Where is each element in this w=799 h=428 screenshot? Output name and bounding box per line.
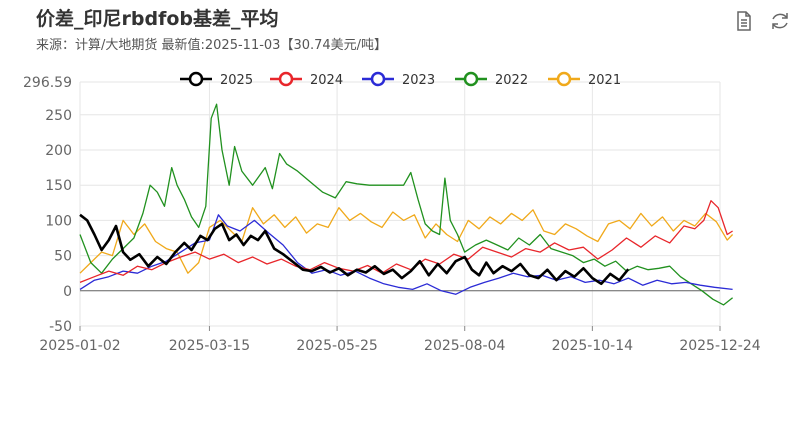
x-tick-label: 2025-03-15 [169,338,250,354]
x-tick-label: 2025-08-04 [424,338,505,354]
axes: 296.59 250 200 150 100 50 0 -50 2025-01-02 2025-0… [23,75,761,354]
legend-marker [188,71,204,87]
y-tick-label: 250 [45,108,72,124]
legend-label: 2021 [588,73,621,88]
y-tick-label: 200 [45,143,72,159]
series-line-2025 [79,213,630,286]
legend-label: 2025 [220,73,253,88]
series-line-2024 [79,200,733,284]
legend-item-2021[interactable]: 2021 [548,71,621,88]
x-tick-label: 2025-10-14 [552,338,633,354]
legend-label: 2022 [495,73,528,88]
legend-marker [556,71,572,87]
toolbox [733,10,791,32]
y-tick-label: 50 [54,249,72,265]
y-tick-label: 150 [45,178,72,194]
series-line-2023 [79,214,733,295]
series-group [79,103,734,306]
legend-label: 2023 [402,73,435,88]
y-tick-label: 100 [45,213,72,229]
refresh-icon[interactable] [769,10,791,32]
y-tick-label: 0 [63,284,72,300]
document-icon[interactable] [733,10,755,32]
legend[interactable]: 2025 2024 2023 2022 2021 [180,71,621,88]
chart-title: 价差_印尼rbdfob基差_平均 [36,8,279,30]
legend-marker [370,71,386,87]
chart-subtitle: 来源：计算/大地期货 最新值:2025-11-03【30.74美元/吨】 [36,38,388,53]
x-tick-label: 2025-12-24 [679,338,760,354]
legend-marker [278,71,294,87]
legend-item-2024[interactable]: 2024 [270,71,343,88]
x-tick-label: 2025-01-02 [39,338,120,354]
y-tick-label: -50 [49,319,72,335]
legend-item-2022[interactable]: 2022 [455,71,528,88]
grid [79,81,721,327]
legend-item-2023[interactable]: 2023 [362,71,435,88]
series-line-2022 [79,103,734,306]
series-line-2021 [79,207,734,274]
legend-item-2025[interactable]: 2025 [180,71,253,88]
y-tick-label: 296.59 [23,75,72,91]
x-tick-label: 2025-05-25 [296,338,377,354]
legend-marker [463,71,479,87]
legend-label: 2024 [310,73,343,88]
